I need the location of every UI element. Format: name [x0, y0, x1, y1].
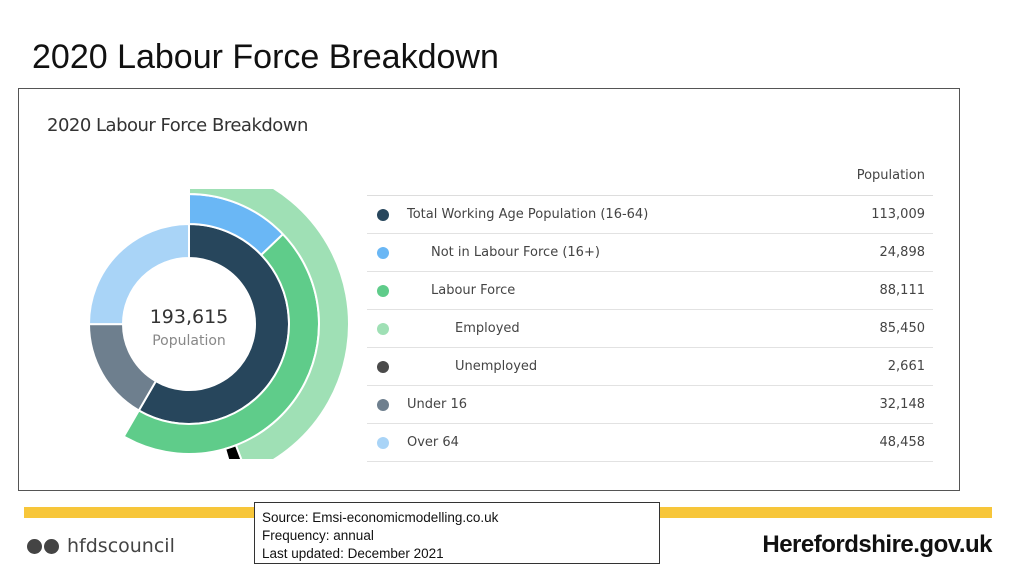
center-value: 193,615 — [150, 306, 229, 328]
chart-card: 2020 Labour Force Breakdown 193,615 Popu… — [18, 88, 960, 491]
row-value: 32,148 — [879, 397, 926, 412]
sunburst-slice-unemployed[interactable] — [223, 443, 246, 459]
frequency-line: Frequency: annual — [262, 528, 374, 543]
legend-dot — [377, 437, 389, 449]
table-row[interactable]: Employed 85,450 — [367, 310, 933, 348]
row-label: Unemployed — [455, 359, 538, 374]
facebook-icon[interactable] — [44, 538, 59, 554]
row-value: 88,111 — [879, 283, 926, 298]
footer-band-right — [660, 507, 992, 518]
social-handle[interactable]: hfdscouncil — [27, 535, 175, 557]
legend-dot — [377, 285, 389, 297]
row-label: Total Working Age Population (16-64) — [407, 207, 649, 222]
updated-line: Last updated: December 2021 — [262, 546, 444, 561]
sunburst-chart: 193,615 Population — [87, 189, 349, 459]
legend-dot — [377, 247, 389, 259]
legend-dot — [377, 399, 389, 411]
row-value: 2,661 — [887, 359, 925, 374]
row-label: Under 16 — [407, 397, 468, 412]
row-value: 24,898 — [879, 245, 926, 260]
footer-band-left — [24, 507, 254, 518]
table-row[interactable]: Over 64 48,458 — [367, 424, 933, 462]
row-label: Labour Force — [431, 283, 516, 298]
population-column-header: Population — [856, 168, 925, 183]
table-row[interactable]: Total Working Age Population (16-64) 113,… — [367, 196, 933, 234]
row-label: Over 64 — [407, 435, 459, 450]
table-row[interactable]: Unemployed 2,661 — [367, 348, 933, 386]
center-label: Population — [152, 333, 226, 349]
row-label: Not in Labour Force (16+) — [431, 245, 600, 260]
table-header: Population — [367, 157, 933, 196]
sunburst-slice-employed[interactable] — [188, 189, 349, 459]
table-row[interactable]: Labour Force 88,111 — [367, 272, 933, 310]
handle-text: hfdscouncil — [67, 535, 175, 557]
row-value: 85,450 — [879, 321, 926, 336]
brand-logo: Herefordshire.gov.uk — [762, 531, 992, 558]
chart-title: 2020 Labour Force Breakdown — [47, 115, 308, 136]
legend-dot — [377, 209, 389, 221]
row-label: Employed — [455, 321, 520, 336]
source-line: Source: Emsi-economicmodelling.co.uk — [262, 510, 499, 525]
table-row[interactable]: Not in Labour Force (16+) 24,898 — [367, 234, 933, 272]
slide-title: 2020 Labour Force Breakdown — [32, 38, 499, 76]
source-box: Source: Emsi-economicmodelling.co.uk Fre… — [254, 502, 660, 564]
breakdown-table: Population Total Working Age Population … — [367, 157, 933, 462]
table-row[interactable]: Under 16 32,148 — [367, 386, 933, 424]
row-value: 113,009 — [871, 207, 925, 222]
twitter-icon[interactable] — [27, 538, 42, 554]
legend-dot — [377, 361, 389, 373]
sunburst-slice-under-16[interactable] — [87, 323, 158, 412]
legend-dot — [377, 323, 389, 335]
row-value: 48,458 — [879, 435, 926, 450]
